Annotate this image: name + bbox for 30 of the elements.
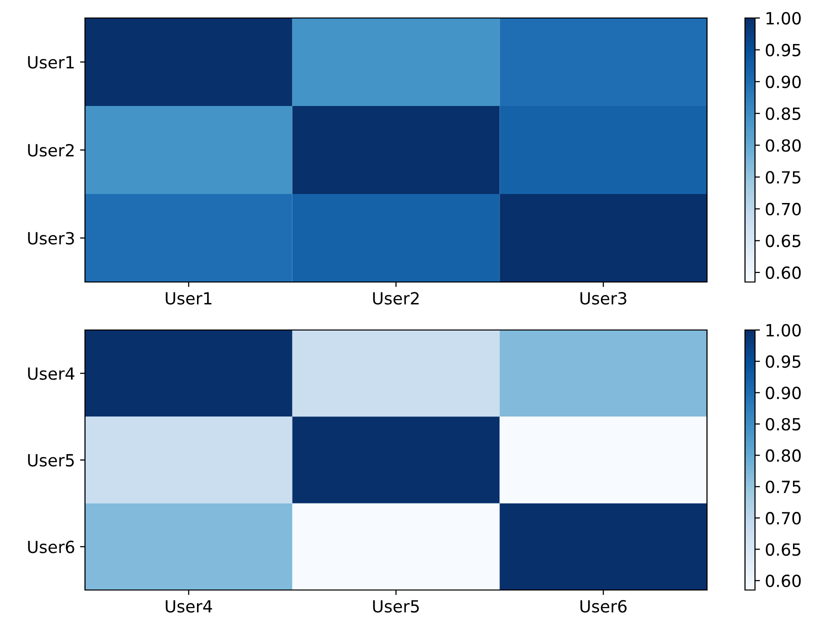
color-bar-label: 0.75 <box>766 171 800 184</box>
x-tick-label: User2 <box>373 292 419 305</box>
x-tick-label: User4 <box>166 600 212 613</box>
color-bar-label: 0.90 <box>766 76 801 88</box>
x-tick-label: User3 <box>580 292 626 305</box>
y-tick-label: User1 <box>28 56 74 69</box>
y-tick-label: User5 <box>28 454 74 467</box>
x-tick-label: User1 <box>166 292 212 305</box>
color-bar-label: 0.65 <box>766 543 800 556</box>
color-bar-label: 0.70 <box>766 202 801 216</box>
color-bar-label: 0.90 <box>766 386 801 400</box>
y-tick-label: User3 <box>28 232 74 245</box>
color-bar-label: 0.95 <box>766 44 800 56</box>
color-bar-label: 1.00 <box>766 12 801 25</box>
color-bar-label: 0.65 <box>766 234 800 248</box>
y-tick-label: User2 <box>28 144 74 157</box>
y-tick-label: User6 <box>28 540 74 554</box>
color-bar-label: 0.60 <box>766 574 801 588</box>
color-bar-label: 0.60 <box>766 266 801 280</box>
color-bar-label: 0.85 <box>766 418 800 431</box>
color-bar-label: 0.75 <box>766 480 800 494</box>
color-bar-label: 0.80 <box>766 449 801 462</box>
color-bar-label: 0.80 <box>766 139 801 152</box>
x-tick-label: User6 <box>580 600 627 613</box>
color-bar-label: 0.70 <box>766 512 801 525</box>
color-bar-label: 1.00 <box>766 324 801 337</box>
y-tick-label: User4 <box>28 368 74 380</box>
color-bar-label: 0.85 <box>766 107 800 120</box>
color-bar-label: 0.95 <box>766 355 800 368</box>
x-tick-label: User5 <box>373 600 419 613</box>
